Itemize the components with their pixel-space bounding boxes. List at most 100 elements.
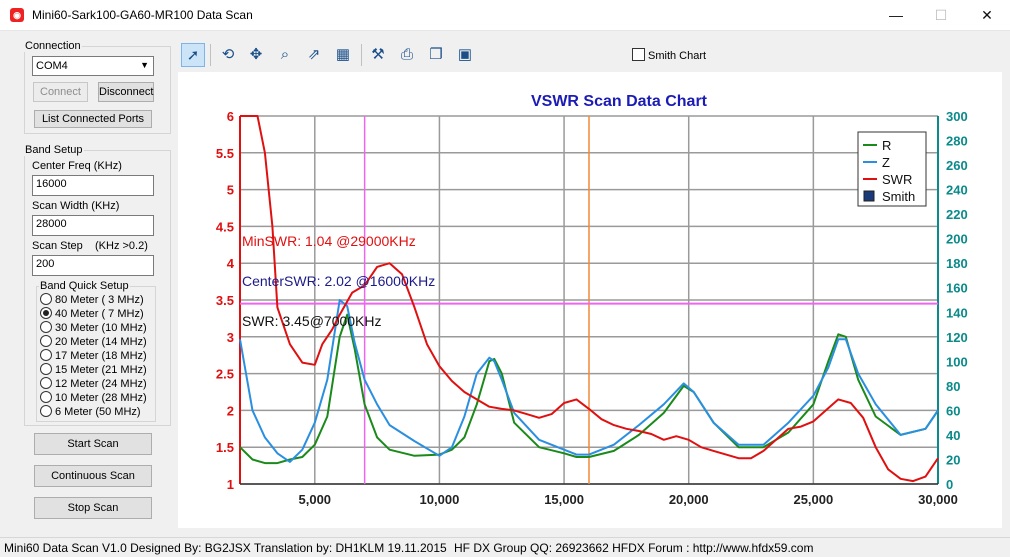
y-left-tick-label: 1.5 — [216, 440, 234, 455]
radio-button[interactable] — [40, 377, 52, 389]
series-line-z[interactable] — [239, 299, 939, 463]
grid-icon[interactable]: ▦ — [335, 46, 351, 63]
radio-button[interactable] — [40, 349, 52, 361]
min-swr-annotation: MinSWR: 1.04 @29000KHz — [242, 233, 416, 249]
print-icon[interactable]: ⎙ — [400, 46, 413, 63]
center-freq-label: Center Freq (KHz) — [32, 160, 122, 172]
radio-button[interactable] — [40, 363, 52, 375]
app-icon: ◉ — [10, 8, 24, 22]
y-right-tick-label: 100 — [946, 354, 968, 369]
center-freq-input[interactable]: 16000 — [32, 175, 154, 196]
band-radio-item[interactable]: 12 Meter (24 MHz) — [40, 377, 147, 391]
radio-button[interactable] — [40, 321, 52, 333]
y-left-tick-label: 3.5 — [216, 293, 234, 308]
legend-label: SWR — [882, 172, 912, 187]
toolbar-separator — [210, 44, 211, 66]
copy-icon[interactable]: ❐ — [429, 46, 443, 63]
vswr-chart[interactable]: VSWR Scan Data Chart 5,000 10,000 15,000 20,… — [178, 72, 1002, 528]
y-left-tick-label: 5 — [227, 183, 234, 198]
start-scan-button[interactable]: Start Scan — [34, 433, 152, 455]
chevron-down-icon[interactable]: ▼ — [140, 60, 149, 70]
band-radio-label: 17 Meter (18 MHz) — [55, 350, 147, 362]
y-right-tick-label: 240 — [946, 183, 968, 198]
radio-button[interactable] — [40, 293, 52, 305]
settings-icon[interactable]: ⚒ — [371, 46, 385, 63]
swr-marker-annotation: SWR: 3.45@7000KHz — [242, 313, 382, 329]
radio-button[interactable] — [40, 307, 52, 319]
chart-panel[interactable]: VSWR Scan Data Chart 5,000 10,000 15,000 20,… — [178, 72, 1002, 528]
band-radio-item[interactable]: 80 Meter ( 3 MHz) — [40, 293, 144, 307]
save-icon[interactable]: ▣ — [457, 46, 473, 63]
radio-button[interactable] — [40, 391, 52, 403]
band-radio-label: 20 Meter (14 MHz) — [55, 336, 147, 348]
band-radio-item[interactable]: 40 Meter ( 7 MHz) — [40, 307, 144, 321]
toolbar-separator — [361, 44, 362, 66]
radio-button[interactable] — [40, 335, 52, 347]
rotate-icon[interactable]: ⟲ — [221, 46, 235, 63]
series-line-swr[interactable] — [240, 115, 939, 483]
list-ports-button[interactable]: List Connected Ports — [34, 110, 152, 128]
x-tick-label: 20,000 — [669, 492, 709, 507]
band-quick-setup-label: Band Quick Setup — [39, 280, 130, 292]
continuous-scan-button[interactable]: Continuous Scan — [34, 465, 152, 487]
status-credits: Mini60 Data Scan V1.0 Designed By: BG2JS… — [4, 541, 447, 555]
chart-toolbar: ➚ ⟲ ✥ ⌕ ⇗ ▦ ⚒ ⎙ ❐ ▣ — [178, 40, 1002, 73]
band-radio-label: 10 Meter (28 MHz) — [55, 392, 147, 404]
band-radio-item[interactable]: 10 Meter (28 MHz) — [40, 391, 147, 405]
y-right-tick-label: 80 — [946, 379, 960, 394]
chart-title: VSWR Scan Data Chart — [531, 93, 708, 110]
band-radio-item[interactable]: 17 Meter (18 MHz) — [40, 349, 147, 363]
scan-step-input[interactable]: 200 — [32, 255, 154, 276]
connection-group-label: Connection — [24, 40, 82, 52]
legend-label: Smith — [882, 189, 915, 204]
band-setup-label: Band Setup — [24, 144, 84, 156]
y-left-tick-label: 4.5 — [216, 219, 234, 234]
minimize-icon[interactable]: — — [889, 7, 903, 23]
pointer-icon[interactable]: ➚ — [181, 43, 205, 67]
connection-group — [24, 46, 171, 134]
status-bar: Mini60 Data Scan V1.0 Designed By: BG2JS… — [0, 537, 1010, 557]
scan-width-input[interactable]: 28000 — [32, 215, 154, 236]
y-left-tick-label: 3 — [227, 330, 234, 345]
y-left-tick-label: 2 — [227, 403, 234, 418]
smith-chart-checkbox[interactable]: Smith Chart — [632, 48, 706, 62]
stop-scan-button[interactable]: Stop Scan — [34, 497, 152, 519]
scan-step-hint: (KHz >0.2) — [95, 240, 148, 252]
zoom-icon[interactable]: ⌕ — [280, 46, 290, 63]
y-left-tick-label: 6 — [227, 109, 234, 124]
y-left-tick-label: 1 — [227, 477, 234, 492]
band-setup-group — [24, 150, 171, 426]
band-radio-item[interactable]: 30 Meter (10 MHz) — [40, 321, 147, 335]
port-value: COM4 — [36, 60, 68, 72]
band-radio-item[interactable]: 6 Meter (50 MHz) — [40, 405, 141, 419]
pan-icon[interactable]: ✥ — [249, 46, 263, 63]
close-icon[interactable]: ✕ — [981, 7, 993, 23]
smith-chart-label: Smith Chart — [648, 50, 707, 62]
checkbox-box[interactable] — [632, 48, 645, 61]
port-select[interactable]: COM4 ▼ — [32, 56, 154, 76]
y-right-tick-label: 180 — [946, 256, 968, 271]
y-right-tick-label: 0 — [946, 477, 953, 492]
y-right-tick-label: 20 — [946, 452, 960, 467]
disconnect-button[interactable]: Disconnect — [98, 82, 154, 102]
radio-button[interactable] — [40, 405, 52, 417]
band-radio-label: 30 Meter (10 MHz) — [55, 322, 147, 334]
title-bar: ◉ Mini60-Sark100-GA60-MR100 Data Scan — … — [0, 0, 1010, 31]
y-right-tick-label: 220 — [946, 207, 968, 222]
x-tick-label: 10,000 — [420, 492, 460, 507]
band-radio-label: 15 Meter (21 MHz) — [55, 364, 147, 376]
legend-label: Z — [882, 155, 890, 170]
y-left-tick-label: 2.5 — [216, 367, 234, 382]
band-radio-item[interactable]: 20 Meter (14 MHz) — [40, 335, 147, 349]
legend-swatch — [863, 190, 875, 202]
center-swr-annotation: CenterSWR: 2.02 @16000KHz — [242, 273, 435, 289]
band-radio-item[interactable]: 15 Meter (21 MHz) — [40, 363, 147, 377]
scan-step-label: Scan Step — [32, 240, 83, 252]
y-left-tick-label: 4 — [227, 256, 235, 271]
band-radio-label: 12 Meter (24 MHz) — [55, 378, 147, 390]
maximize-icon[interactable]: ☐ — [934, 7, 948, 23]
export-icon[interactable]: ⇗ — [307, 46, 321, 63]
window-title: Mini60-Sark100-GA60-MR100 Data Scan — [32, 8, 253, 22]
legend-label: R — [882, 138, 891, 153]
connect-button[interactable]: Connect — [33, 82, 88, 102]
